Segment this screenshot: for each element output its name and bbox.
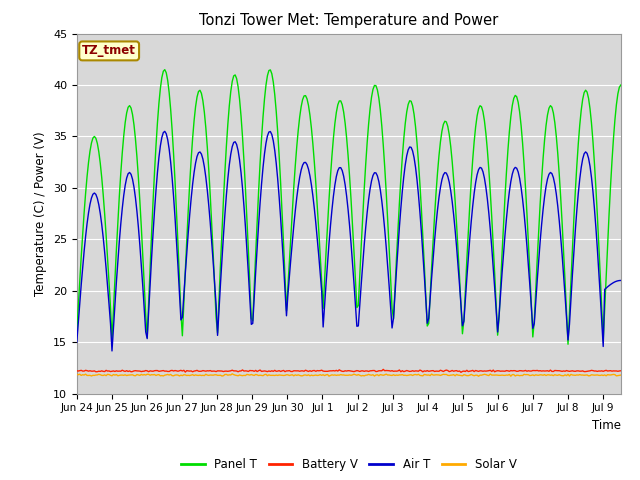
Y-axis label: Temperature (C) / Power (V): Temperature (C) / Power (V) [35, 132, 47, 296]
Text: TZ_tmet: TZ_tmet [82, 44, 136, 58]
Legend: Panel T, Battery V, Air T, Solar V: Panel T, Battery V, Air T, Solar V [176, 454, 522, 476]
Title: Tonzi Tower Met: Temperature and Power: Tonzi Tower Met: Temperature and Power [199, 13, 499, 28]
X-axis label: Time: Time [592, 419, 621, 432]
